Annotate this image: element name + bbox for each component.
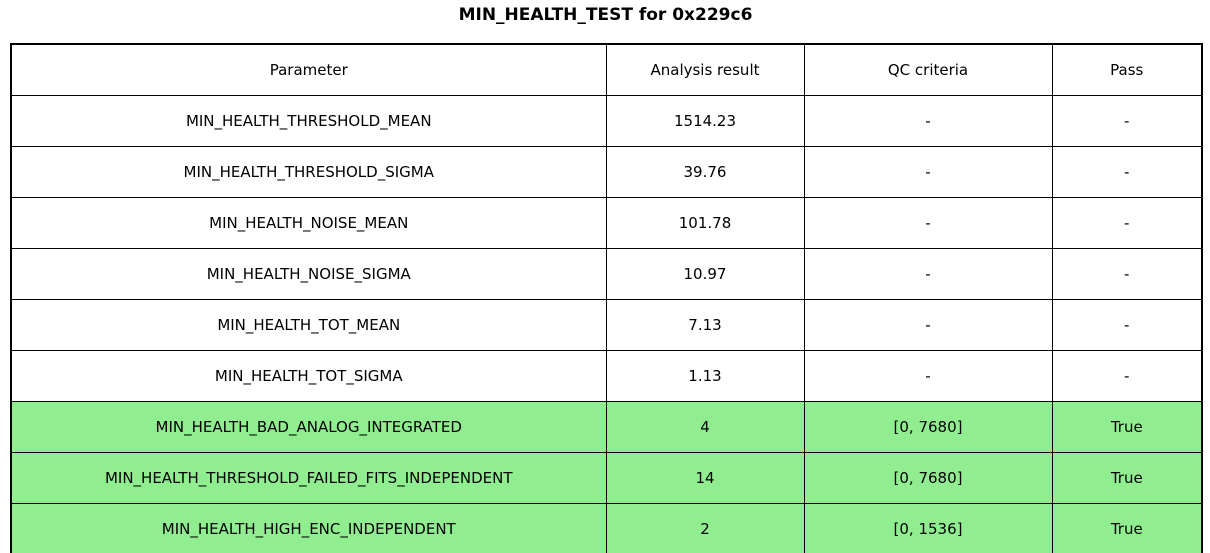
result-cell: 4 <box>605 401 805 453</box>
figure-title: MIN_HEALTH_TEST for 0x229c6 <box>458 5 753 25</box>
table-row: MIN_HEALTH_NOISE_MEAN 101.78 - - <box>10 197 1203 249</box>
column-header-parameter: Parameter <box>10 43 607 96</box>
parameter-cell: MIN_HEALTH_NOISE_SIGMA <box>10 248 607 300</box>
parameter-cell: MIN_HEALTH_THRESHOLD_SIGMA <box>10 146 607 198</box>
table-row-passed: MIN_HEALTH_BAD_ANALOG_INTEGRATED 4 [0, 7… <box>10 401 1203 453</box>
qc-criteria-cell: [0, 1536] <box>803 503 1053 553</box>
qc-criteria-cell: - <box>803 350 1053 402</box>
column-header-pass: Pass <box>1051 43 1203 96</box>
qc-criteria-cell: - <box>803 248 1053 300</box>
table-row: MIN_HEALTH_THRESHOLD_SIGMA 39.76 - - <box>10 146 1203 198</box>
column-header-analysis-result: Analysis result <box>605 43 805 96</box>
table-row: MIN_HEALTH_NOISE_SIGMA 10.97 - - <box>10 248 1203 300</box>
table-row-passed: MIN_HEALTH_THRESHOLD_FAILED_FITS_INDEPEN… <box>10 452 1203 504</box>
result-cell: 101.78 <box>605 197 805 249</box>
result-cell: 1514.23 <box>605 95 805 147</box>
parameter-cell: MIN_HEALTH_THRESHOLD_MEAN <box>10 95 607 147</box>
qc-criteria-cell: - <box>803 299 1053 351</box>
header-row: Parameter Analysis result QC criteria Pa… <box>10 43 1203 96</box>
table-row: MIN_HEALTH_TOT_MEAN 7.13 - - <box>10 299 1203 351</box>
result-cell: 39.76 <box>605 146 805 198</box>
result-cell: 14 <box>605 452 805 504</box>
parameter-cell: MIN_HEALTH_NOISE_MEAN <box>10 197 607 249</box>
pass-cell: - <box>1051 299 1203 351</box>
table-row: MIN_HEALTH_THRESHOLD_MEAN 1514.23 - - <box>10 95 1203 147</box>
qc-results-table: Parameter Analysis result QC criteria Pa… <box>10 43 1203 553</box>
result-cell: 10.97 <box>605 248 805 300</box>
parameter-cell: MIN_HEALTH_TOT_MEAN <box>10 299 607 351</box>
result-cell: 2 <box>605 503 805 553</box>
qc-criteria-cell: [0, 7680] <box>803 401 1053 453</box>
qc-criteria-cell: - <box>803 197 1053 249</box>
pass-cell: - <box>1051 146 1203 198</box>
result-cell: 1.13 <box>605 350 805 402</box>
pass-cell: True <box>1051 401 1203 453</box>
pass-cell: - <box>1051 350 1203 402</box>
pass-cell: - <box>1051 197 1203 249</box>
parameter-cell: MIN_HEALTH_HIGH_ENC_INDEPENDENT <box>10 503 607 553</box>
table-row: MIN_HEALTH_TOT_SIGMA 1.13 - - <box>10 350 1203 402</box>
parameter-cell: MIN_HEALTH_THRESHOLD_FAILED_FITS_INDEPEN… <box>10 452 607 504</box>
pass-cell: - <box>1051 248 1203 300</box>
pass-cell: True <box>1051 452 1203 504</box>
qc-criteria-cell: - <box>803 95 1053 147</box>
parameter-cell: MIN_HEALTH_TOT_SIGMA <box>10 350 607 402</box>
result-cell: 7.13 <box>605 299 805 351</box>
column-header-qc-criteria: QC criteria <box>803 43 1053 96</box>
pass-cell: True <box>1051 503 1203 553</box>
parameter-cell: MIN_HEALTH_BAD_ANALOG_INTEGRATED <box>10 401 607 453</box>
qc-criteria-cell: - <box>803 146 1053 198</box>
qc-criteria-cell: [0, 7680] <box>803 452 1053 504</box>
pass-cell: - <box>1051 95 1203 147</box>
table-row-passed: MIN_HEALTH_HIGH_ENC_INDEPENDENT 2 [0, 15… <box>10 503 1203 553</box>
